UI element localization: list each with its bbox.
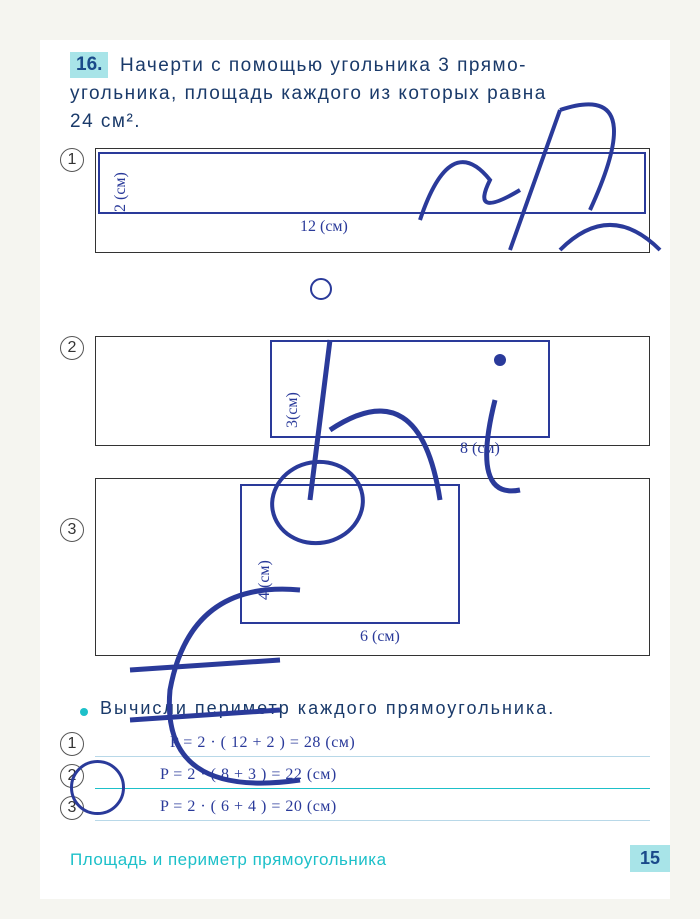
- marker-3: 3: [60, 518, 84, 542]
- footer-topic: Площадь и периметр прямоугольника: [70, 850, 387, 870]
- rule-1: [95, 756, 650, 757]
- watermark-o-small: [310, 278, 332, 300]
- rule-3: [95, 820, 650, 821]
- problem-text-line2: угольника, площадь каждого из которых ра…: [70, 80, 650, 109]
- answer-marker-1: 1: [60, 732, 84, 756]
- rect1-height-label: 2 (см): [112, 172, 130, 212]
- marker-2: 2: [60, 336, 84, 360]
- answer-marker-2: 2: [60, 764, 84, 788]
- rect3-width-label: 6 (см): [360, 628, 400, 646]
- marker-1: 1: [60, 148, 84, 172]
- rect1-width-label: 12 (см): [300, 218, 348, 236]
- drawn-rect-1: [98, 152, 646, 214]
- bullet-icon: [80, 708, 88, 716]
- drawn-rect-3: [240, 484, 460, 624]
- answer-2: P = 2 · ( 8 + 3 ) = 22 (см): [160, 766, 337, 784]
- workbook-page: 16. Начерти с помощью угольника 3 прямо-…: [40, 40, 670, 899]
- answer-marker-3: 3: [60, 796, 84, 820]
- answer-3: P = 2 · ( 6 + 4 ) = 20 (см): [160, 798, 337, 816]
- problem-text-line3: 24 см².: [70, 108, 141, 137]
- rule-2: [95, 788, 650, 789]
- problem-number: 16.: [70, 52, 108, 78]
- rect2-height-label: 3(см): [284, 392, 302, 428]
- page-number: 15: [630, 845, 670, 872]
- rect3-height-label: 4 (см): [256, 560, 274, 600]
- problem-text-line1: Начерти с помощью угольника 3 прямо-: [120, 52, 650, 81]
- subtask-text: Вычисли периметр каждого прямоугольника.: [100, 698, 555, 719]
- answer-1: P = 2 · ( 12 + 2 ) = 28 (см): [170, 734, 355, 752]
- rect2-width-label: 8 (см): [460, 440, 500, 458]
- drawn-rect-2: [270, 340, 550, 438]
